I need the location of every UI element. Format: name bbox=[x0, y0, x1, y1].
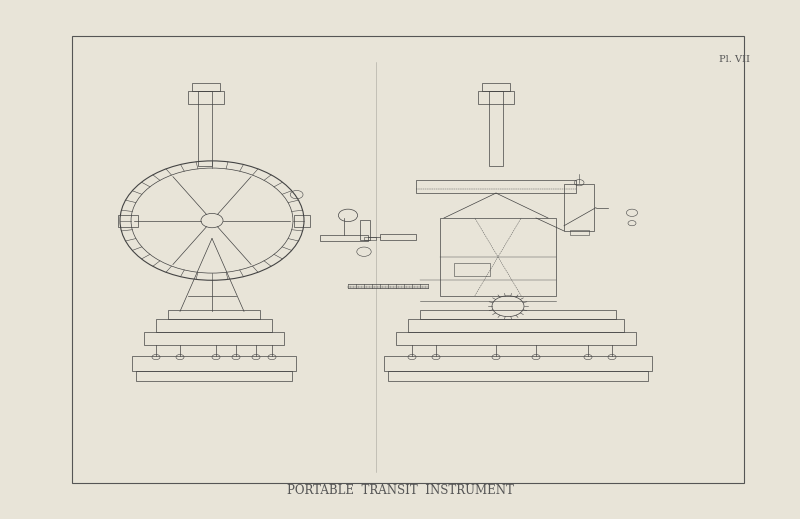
Bar bbox=[156, 319, 272, 332]
Bar bbox=[384, 356, 652, 371]
Bar bbox=[188, 91, 224, 104]
Bar bbox=[168, 310, 260, 319]
Bar bbox=[380, 234, 416, 240]
Bar bbox=[489, 91, 503, 166]
Bar bbox=[144, 332, 284, 345]
Bar bbox=[454, 263, 490, 276]
Bar bbox=[72, 36, 744, 483]
Bar bbox=[396, 332, 636, 345]
Bar bbox=[478, 91, 514, 104]
Bar bbox=[440, 218, 556, 296]
Bar bbox=[564, 184, 594, 231]
Bar bbox=[294, 215, 310, 227]
Bar bbox=[132, 356, 296, 371]
Bar bbox=[570, 230, 589, 235]
Bar bbox=[360, 220, 370, 240]
Bar bbox=[416, 180, 576, 193]
Bar bbox=[192, 83, 220, 91]
Bar bbox=[408, 319, 624, 332]
Bar bbox=[388, 371, 648, 381]
Bar bbox=[482, 83, 510, 91]
Bar bbox=[198, 91, 212, 166]
Bar bbox=[420, 310, 616, 319]
Text: Pl. VII: Pl. VII bbox=[719, 55, 750, 64]
Bar bbox=[364, 237, 376, 240]
Text: PORTABLE  TRANSIT  INSTRUMENT: PORTABLE TRANSIT INSTRUMENT bbox=[286, 484, 514, 497]
Bar bbox=[136, 371, 292, 381]
Bar bbox=[320, 235, 368, 241]
Bar bbox=[118, 215, 138, 227]
